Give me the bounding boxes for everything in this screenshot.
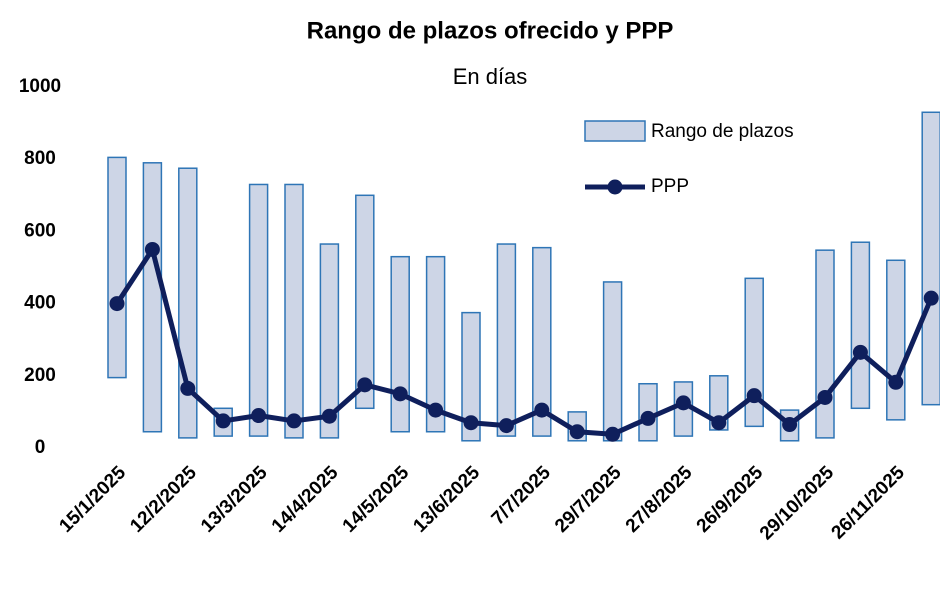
range-bar — [142, 162, 163, 433]
ppp-marker — [286, 413, 302, 429]
ppp-marker — [852, 344, 868, 360]
ppp-marker — [746, 388, 762, 404]
legend-label: Rango de plazos — [651, 121, 794, 142]
ppp-marker — [923, 290, 939, 306]
ppp-marker — [817, 389, 833, 405]
x-tick-label: 26/9/2025 — [693, 462, 768, 537]
ppp-marker — [180, 380, 196, 396]
ppp-marker — [109, 296, 125, 312]
y-tick-label: 0 — [35, 437, 46, 458]
range-bar — [886, 259, 906, 421]
ppp-marker — [251, 408, 267, 424]
x-tick-label: 29/7/2025 — [551, 462, 626, 537]
x-tick-label: 13/6/2025 — [409, 462, 484, 537]
y-tick-label: 600 — [24, 220, 56, 241]
ppp-marker — [711, 415, 727, 431]
range-bar — [248, 183, 269, 437]
range-bar — [425, 255, 446, 433]
ppp-marker — [463, 415, 479, 431]
ppp-marker — [640, 410, 656, 426]
y-tick-label: 800 — [24, 148, 56, 169]
ppp-marker — [605, 426, 621, 442]
y-tick-label: 1000 — [19, 76, 61, 97]
x-tick-label: 7/7/2025 — [488, 462, 555, 529]
ppp-line — [114, 246, 934, 437]
x-tick-label: 29/10/2025 — [756, 462, 838, 544]
chart-subtitle: En días — [453, 64, 528, 89]
ppp-marker — [321, 408, 337, 424]
y-tick-label: 400 — [24, 293, 56, 314]
ppp-marker — [357, 377, 373, 393]
range-bar — [496, 243, 517, 437]
x-tick-label: 27/8/2025 — [622, 462, 697, 537]
y-tick-label: 200 — [24, 365, 56, 386]
range-bar — [532, 246, 552, 437]
range-bar — [355, 194, 375, 410]
legend-label: PPP — [651, 176, 689, 197]
x-tick-label: 13/3/2025 — [197, 462, 272, 537]
range-bar — [744, 277, 764, 428]
ppp-marker — [392, 386, 408, 402]
ppp-marker — [675, 395, 691, 411]
range-bar — [850, 241, 871, 410]
ppp-marker — [569, 424, 585, 440]
ppp-marker — [144, 241, 160, 257]
x-tick-label: 12/2/2025 — [126, 462, 201, 537]
ppp-marker — [498, 418, 514, 434]
range-bar — [284, 183, 304, 439]
range-bar — [319, 243, 340, 439]
ppp-marker — [888, 374, 904, 390]
ppp-marker — [534, 402, 550, 418]
ppp-marker — [782, 417, 798, 433]
x-tick-label: 14/5/2025 — [339, 462, 414, 537]
range-bar — [602, 281, 623, 442]
legend-marker — [607, 179, 623, 195]
ppp-marker — [428, 402, 444, 418]
x-tick-label: 26/11/2025 — [828, 462, 910, 544]
range-bar — [921, 111, 940, 406]
legend-swatch — [584, 120, 646, 142]
ppp-marker — [215, 413, 231, 429]
range-bar — [107, 156, 127, 379]
chart-title: Rango de plazos ofrecido y PPP — [307, 17, 674, 44]
range-bar — [815, 249, 835, 439]
range-bar — [390, 255, 410, 433]
x-tick-label: 15/1/2025 — [55, 462, 130, 537]
x-tick-label: 14/4/2025 — [268, 462, 343, 537]
range-bar — [461, 311, 481, 442]
